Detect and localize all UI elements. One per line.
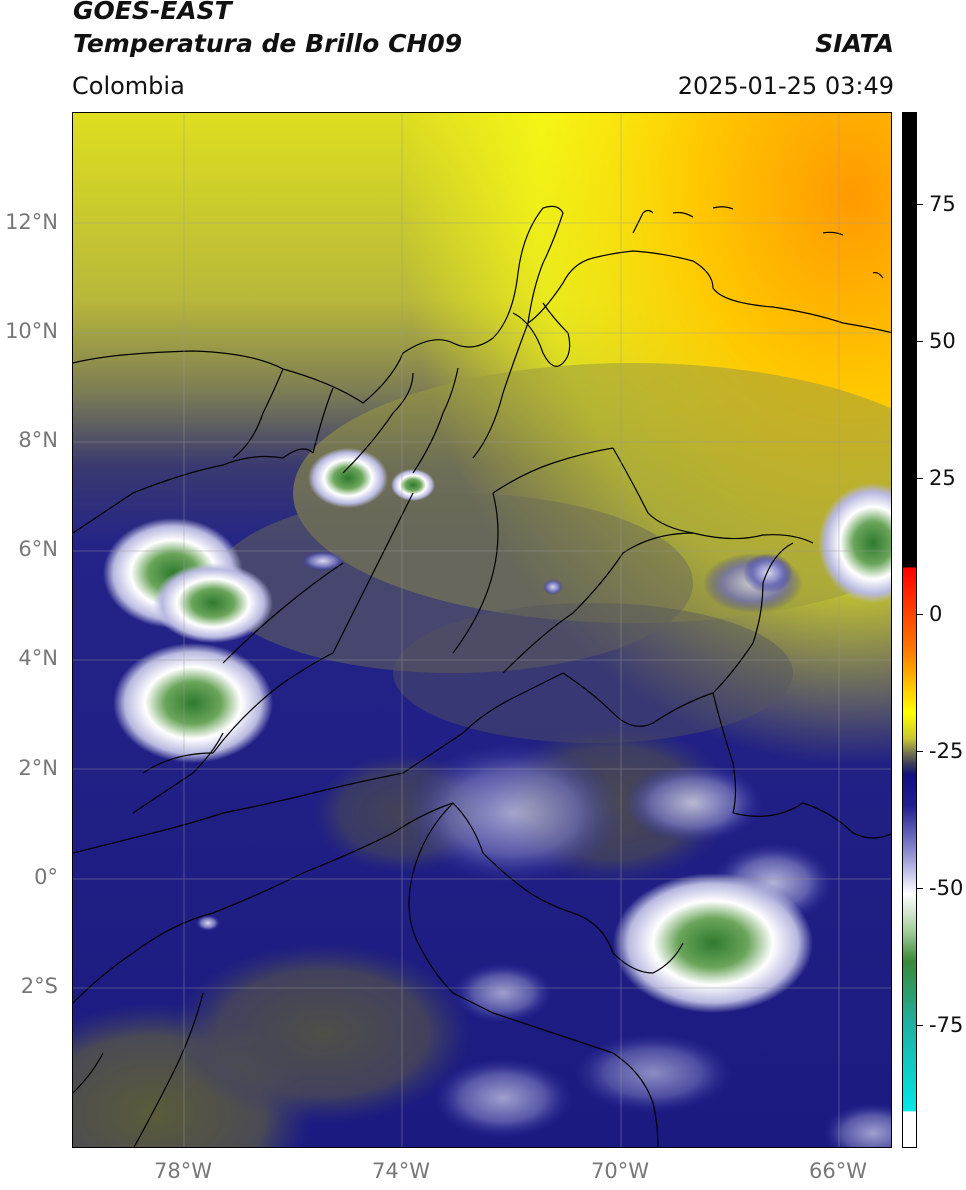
lat-label-8n: 8°N	[18, 428, 58, 452]
cb-label-minus75: -75	[929, 1013, 964, 1037]
brand-label: SIATA	[815, 29, 894, 58]
lat-lon-grid	[73, 113, 891, 1147]
colorbar-gradient	[903, 113, 916, 1147]
cb-tick-75	[917, 204, 923, 205]
lat-label-4n: 4°N	[18, 646, 58, 670]
satellite-map[interactable]	[72, 112, 892, 1148]
cb-tick-50	[917, 341, 923, 342]
cb-label-50: 50	[929, 329, 956, 353]
lat-label-12n: 12°N	[5, 210, 58, 234]
cb-label-minus50: -50	[929, 876, 964, 900]
borders	[73, 205, 891, 1147]
timestamp-label: 2025-01-25 03:49	[677, 72, 894, 100]
cb-label-25: 25	[929, 466, 956, 490]
cb-tick-minus75	[917, 1025, 923, 1026]
title-product: Temperatura de Brillo CH09	[73, 29, 463, 58]
cb-label-0: 0	[929, 602, 943, 626]
cb-tick-minus50	[917, 888, 923, 889]
cb-tick-25	[917, 478, 923, 479]
map-canvas	[73, 113, 891, 1147]
region-label: Colombia	[72, 72, 185, 100]
cb-tick-0	[917, 614, 923, 615]
title-satellite: GOES-EAST	[73, 0, 232, 25]
cb-label-minus25: -25	[929, 739, 964, 763]
lon-label-74w: 74°W	[372, 1159, 430, 1183]
lon-label-66w: 66°W	[809, 1159, 867, 1183]
lat-label-10n: 10°N	[5, 319, 58, 343]
colorbar	[902, 112, 917, 1148]
cb-label-75: 75	[929, 192, 956, 216]
cb-tick-minus25	[917, 751, 923, 752]
convective-cells	[103, 448, 891, 1013]
lat-label-2n: 2°N	[18, 756, 58, 780]
lon-label-78w: 78°W	[154, 1159, 212, 1183]
lat-label-0: 0°	[34, 865, 58, 889]
lon-label-70w: 70°W	[591, 1159, 649, 1183]
lat-label-6n: 6°N	[18, 537, 58, 561]
lat-label-2s: 2°S	[20, 974, 58, 998]
